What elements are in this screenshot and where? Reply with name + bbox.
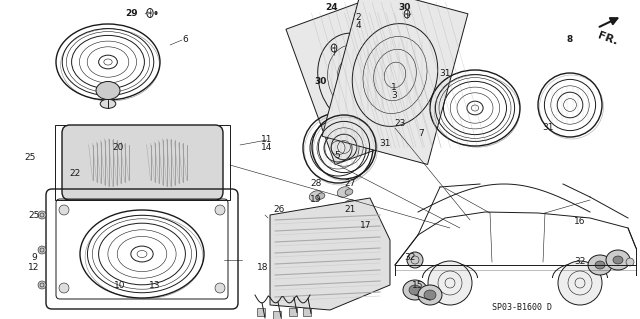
Text: 31: 31 (542, 123, 554, 132)
Ellipse shape (588, 255, 612, 275)
Text: 26: 26 (273, 205, 285, 214)
Text: 23: 23 (394, 120, 406, 129)
Ellipse shape (96, 81, 120, 100)
Polygon shape (270, 198, 390, 310)
Ellipse shape (331, 207, 339, 213)
Text: 3: 3 (391, 91, 397, 100)
Text: 12: 12 (28, 263, 40, 271)
Text: 15: 15 (412, 280, 424, 290)
Ellipse shape (323, 205, 337, 215)
Text: SP03-B1600 D: SP03-B1600 D (492, 303, 552, 313)
Ellipse shape (343, 200, 356, 210)
Text: 2: 2 (355, 13, 361, 23)
FancyBboxPatch shape (273, 311, 281, 319)
Ellipse shape (337, 187, 351, 197)
Text: 17: 17 (360, 221, 372, 231)
Ellipse shape (558, 261, 602, 305)
Text: 25: 25 (28, 211, 40, 219)
Text: 18: 18 (257, 263, 269, 272)
Ellipse shape (404, 10, 410, 18)
Ellipse shape (403, 280, 427, 300)
Text: FR.: FR. (596, 30, 619, 46)
Ellipse shape (626, 258, 634, 266)
FancyBboxPatch shape (289, 308, 297, 316)
Ellipse shape (100, 99, 116, 108)
Text: 31: 31 (439, 69, 451, 78)
Ellipse shape (424, 290, 436, 300)
Text: 7: 7 (418, 129, 424, 137)
Text: 19: 19 (310, 196, 322, 204)
Text: 21: 21 (344, 205, 356, 214)
Text: 10: 10 (115, 280, 125, 290)
Text: 9: 9 (31, 254, 37, 263)
Ellipse shape (59, 283, 69, 293)
Text: 11: 11 (261, 136, 273, 145)
Ellipse shape (351, 202, 359, 208)
Ellipse shape (147, 9, 153, 18)
Text: 28: 28 (310, 179, 322, 188)
Ellipse shape (309, 191, 323, 201)
Ellipse shape (428, 261, 472, 305)
Text: 1: 1 (391, 83, 397, 92)
Ellipse shape (38, 281, 46, 289)
Ellipse shape (613, 256, 623, 264)
Ellipse shape (409, 285, 421, 295)
FancyBboxPatch shape (55, 125, 230, 200)
Ellipse shape (606, 250, 630, 270)
Text: 27: 27 (344, 179, 356, 188)
Text: 32: 32 (574, 257, 586, 266)
Text: 20: 20 (112, 144, 124, 152)
Text: 24: 24 (326, 4, 339, 12)
Ellipse shape (595, 261, 605, 269)
FancyBboxPatch shape (62, 125, 223, 200)
Text: 8: 8 (567, 35, 573, 44)
FancyBboxPatch shape (257, 308, 265, 316)
Polygon shape (286, 0, 428, 165)
Ellipse shape (407, 252, 423, 268)
Text: 30: 30 (315, 78, 327, 86)
Text: 16: 16 (574, 218, 586, 226)
Ellipse shape (215, 205, 225, 215)
Text: 4: 4 (355, 21, 361, 31)
Ellipse shape (418, 285, 442, 305)
Text: 22: 22 (69, 168, 81, 177)
Text: 32: 32 (404, 254, 416, 263)
Ellipse shape (155, 11, 157, 14)
Ellipse shape (215, 283, 225, 293)
Text: 13: 13 (149, 280, 161, 290)
Text: 29: 29 (125, 10, 138, 19)
FancyBboxPatch shape (303, 308, 311, 316)
Text: 31: 31 (380, 138, 391, 147)
Text: 25: 25 (24, 153, 36, 162)
Text: 30: 30 (399, 4, 411, 12)
Ellipse shape (38, 246, 46, 254)
Ellipse shape (317, 193, 325, 199)
Polygon shape (322, 0, 468, 165)
Text: 14: 14 (261, 144, 273, 152)
Ellipse shape (332, 44, 337, 52)
Text: 6: 6 (182, 35, 188, 44)
Ellipse shape (345, 189, 353, 195)
Text: 5: 5 (334, 151, 340, 160)
Ellipse shape (38, 211, 46, 219)
Ellipse shape (59, 205, 69, 215)
